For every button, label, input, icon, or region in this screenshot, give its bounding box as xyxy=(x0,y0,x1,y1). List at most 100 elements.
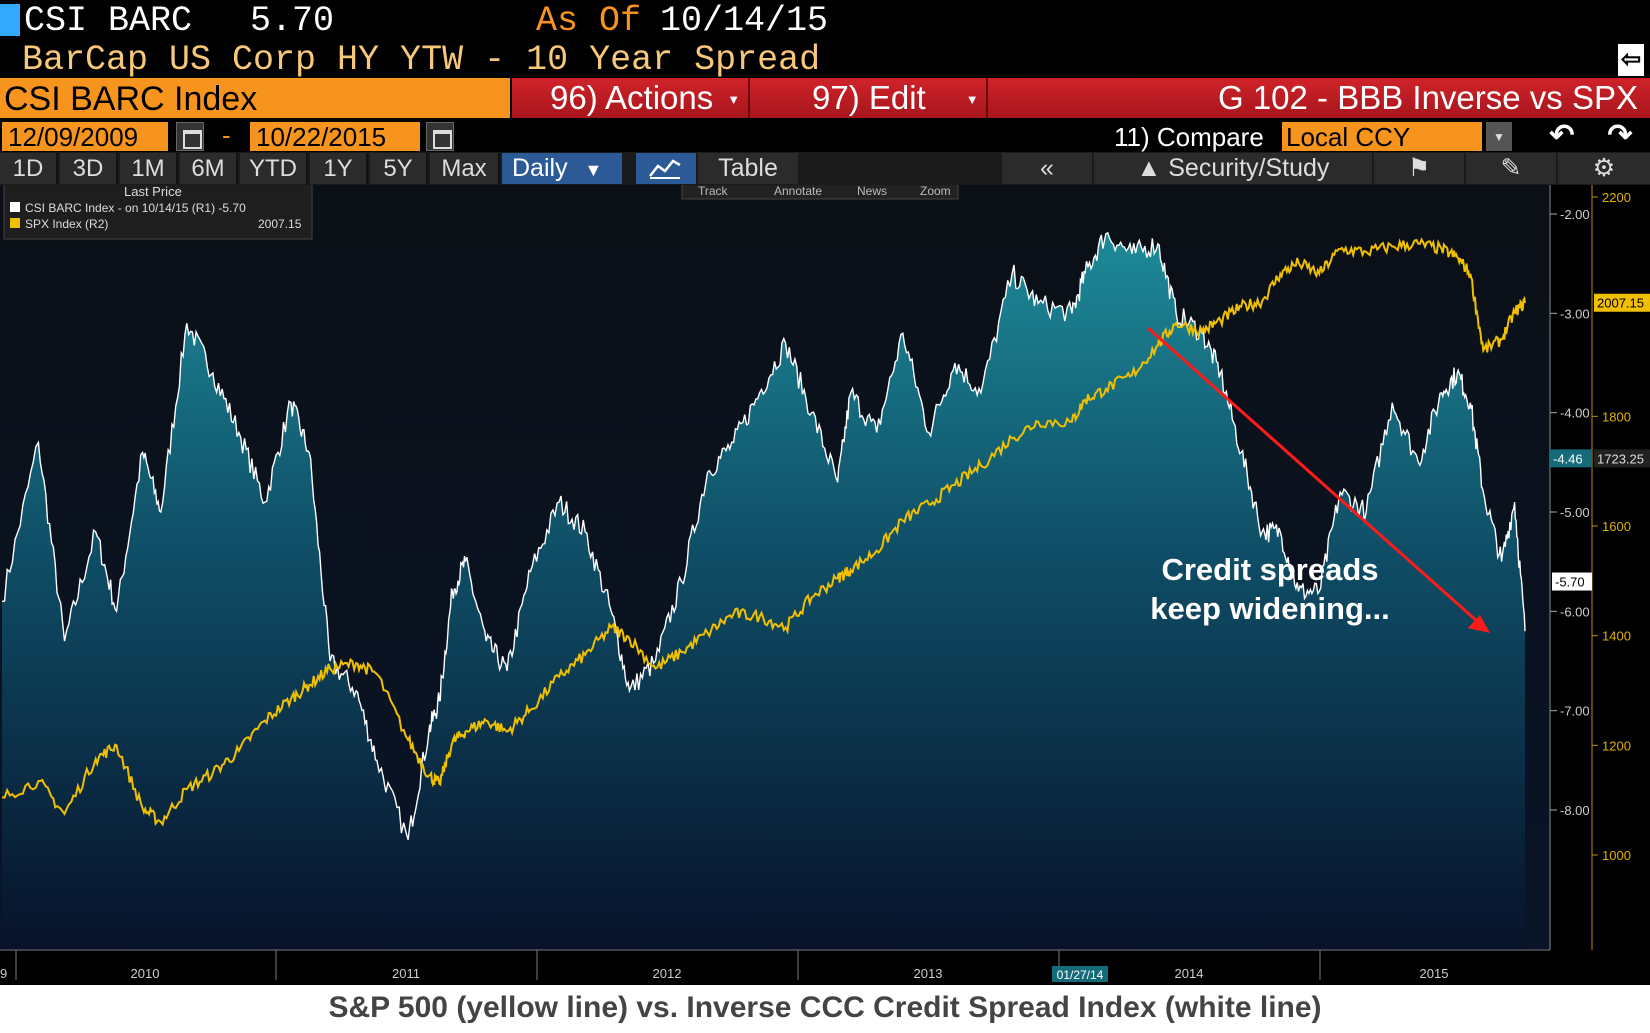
period-1y[interactable]: 1Y xyxy=(310,153,368,184)
r1-marker-label-box xyxy=(1550,449,1592,468)
x-tick-label: 2012 xyxy=(653,966,682,981)
legend-swatch-white xyxy=(10,202,20,212)
as-of-label: As Of xyxy=(536,1,642,41)
security-field[interactable]: CSI BARC Index xyxy=(0,78,510,118)
r1-tick-label: -6.00 xyxy=(1560,604,1590,619)
x-tick-label: 2015 xyxy=(1420,966,1449,981)
gear-icon[interactable]: ⚙ xyxy=(1558,153,1650,184)
start-date-input[interactable]: 12/09/2009 xyxy=(2,122,168,152)
frequency-label: Daily xyxy=(512,154,568,182)
security-header: CSI BARC 5.70 As Of 10/14/15 xyxy=(0,0,1650,41)
compare-label[interactable]: 11) Compare xyxy=(1114,122,1264,152)
x-tick-label: 2011 xyxy=(392,966,420,981)
chevron-down-icon: ▼ xyxy=(727,92,741,108)
crosshair-date-label: 01/27/14 xyxy=(1057,968,1104,982)
r1-last-label-box xyxy=(1552,572,1592,591)
r2-tick-label: 1000 xyxy=(1602,848,1631,863)
chevron-down-icon: ▼ xyxy=(584,160,603,180)
command-bar: CSI BARC Index 96) Actions ▼ 97) Edit ▼ G … xyxy=(0,78,1650,118)
chart-caption: S&P 500 (yellow line) vs. Inverse CCC Cr… xyxy=(0,985,1650,1033)
date-range-row: 12/09/2009 - 10/22/2015 11) Compare Loca… xyxy=(0,120,1650,152)
r2-tick-label: 2200 xyxy=(1602,190,1631,205)
end-date-input[interactable]: 10/22/2015 xyxy=(250,122,420,152)
security-description: BarCap US Corp HY YTW - 10 Year Spread xyxy=(22,40,821,80)
x-tick-label: 2014 xyxy=(1175,966,1204,981)
actions-label: 96) Actions xyxy=(550,79,714,116)
r2-marker-label: 1723.25 xyxy=(1597,451,1644,466)
legend: Last Price CSI BARC Index - on 10/14/15 … xyxy=(3,185,313,240)
table-button[interactable]: Table xyxy=(698,153,798,184)
as-of-date: 10/14/15 xyxy=(660,1,829,41)
annotation-line1: Credit spreads xyxy=(1161,552,1378,587)
period-toolbar: 1D 3D 1M 6M YTD 1Y 5Y Max Daily ▼ Table … xyxy=(0,152,1650,185)
r2-tick-label: 1200 xyxy=(1602,738,1631,753)
r1-tick-label: -7.00 xyxy=(1560,704,1590,719)
news-tool[interactable]: News xyxy=(857,185,887,198)
chevron-down-icon: ▼ xyxy=(965,92,979,108)
r1-tick-label: -4.00 xyxy=(1560,406,1590,421)
frequency-select[interactable]: Daily ▼ xyxy=(502,153,622,184)
calendar-icon[interactable] xyxy=(176,122,204,151)
track-tool[interactable]: Track xyxy=(698,185,729,198)
period-6m[interactable]: 6M xyxy=(180,153,238,184)
arrow-head-icon xyxy=(1468,615,1490,633)
legend-value-spx: 2007.15 xyxy=(258,217,302,231)
r1-tick-label: -8.00 xyxy=(1560,803,1590,818)
security-study-label: Security/Study xyxy=(1168,154,1330,182)
flag-icon[interactable]: ⚑ xyxy=(1374,153,1464,184)
r1-tick-label: -3.00 xyxy=(1560,306,1590,321)
period-ytd[interactable]: YTD xyxy=(240,153,308,184)
currency-select[interactable]: Local CCY xyxy=(1282,122,1482,152)
divider xyxy=(986,78,988,118)
pencil-icon[interactable]: ✎ xyxy=(1466,153,1556,184)
zoom-tool[interactable]: Zoom xyxy=(920,185,951,198)
chevron-down-icon[interactable]: ▼ xyxy=(1486,122,1512,151)
annotate-tool[interactable]: Annotate xyxy=(774,185,822,198)
line-chart-icon[interactable] xyxy=(636,153,696,184)
undo-arrow-icon[interactable]: ↶ xyxy=(1549,119,1575,152)
ticker-symbol: CSI BARC xyxy=(24,1,193,41)
double-chevron-left-icon[interactable]: « xyxy=(1002,153,1092,184)
calendar-icon[interactable] xyxy=(426,122,454,151)
ticker-value: 5.70 xyxy=(250,1,335,41)
period-3d[interactable]: 3D xyxy=(60,153,118,184)
r2-tick-label: 1600 xyxy=(1602,519,1631,534)
security-study-button[interactable]: ▲ Security/Study xyxy=(1094,153,1372,184)
edit-label: 97) Edit xyxy=(812,79,926,116)
chart-title: G 102 - BBB Inverse vs SPX xyxy=(1217,79,1638,116)
r2-last-label: 2007.15 xyxy=(1597,296,1644,311)
period-1d[interactable]: 1D xyxy=(0,153,58,184)
legend-title: Last Price xyxy=(124,185,182,199)
r2-marker-label-box xyxy=(1594,449,1650,468)
r1-tick-label: -5.00 xyxy=(1560,505,1590,520)
legend-item-csi-barc: CSI BARC Index - on 10/14/15 (R1) -5.70 xyxy=(25,201,246,215)
chart-tools-bar: Track Annotate News Zoom xyxy=(681,185,959,200)
annotation-line2: keep widening... xyxy=(1150,591,1389,626)
cursor-block xyxy=(0,4,20,36)
r2-last-label-box xyxy=(1594,293,1650,312)
axis-background xyxy=(1550,185,1650,950)
divider xyxy=(748,78,750,118)
actions-menu[interactable]: 96) Actions ▼ xyxy=(550,78,740,118)
period-5y[interactable]: 5Y xyxy=(370,153,428,184)
edit-menu[interactable]: 97) Edit ▼ xyxy=(812,78,979,118)
period-1m[interactable]: 1M xyxy=(120,153,178,184)
period-max[interactable]: Max xyxy=(430,153,500,184)
x-tick-label-partial: 9 xyxy=(0,966,7,981)
price-chart[interactable]: -2.00 -3.00 -4.00 -5.00 -6.00 -7.00 -8.00 2200 1… xyxy=(0,185,1650,985)
csi-barc-area xyxy=(2,232,1525,951)
r2-tick-label: 1400 xyxy=(1602,629,1631,644)
legend-item-spx: SPX Index (R2) xyxy=(25,217,108,231)
chart-study-icon: ▲ xyxy=(1136,154,1162,182)
spx-line xyxy=(1,237,1526,827)
exit-arrow-icon[interactable]: ⇦ xyxy=(1618,44,1644,76)
redo-arrow-icon[interactable]: ↷ xyxy=(1607,119,1633,152)
r2-tick-label: 1800 xyxy=(1602,409,1631,424)
x-tick-label: 2010 xyxy=(131,966,160,981)
trend-arrow-line xyxy=(1147,326,1479,624)
x-tick-label: 2013 xyxy=(914,966,943,981)
legend-swatch-yellow xyxy=(10,218,20,228)
date-dash: - xyxy=(222,120,231,150)
r1-tick-label: -2.00 xyxy=(1560,207,1590,222)
r1-last-label: -5.70 xyxy=(1555,575,1585,590)
